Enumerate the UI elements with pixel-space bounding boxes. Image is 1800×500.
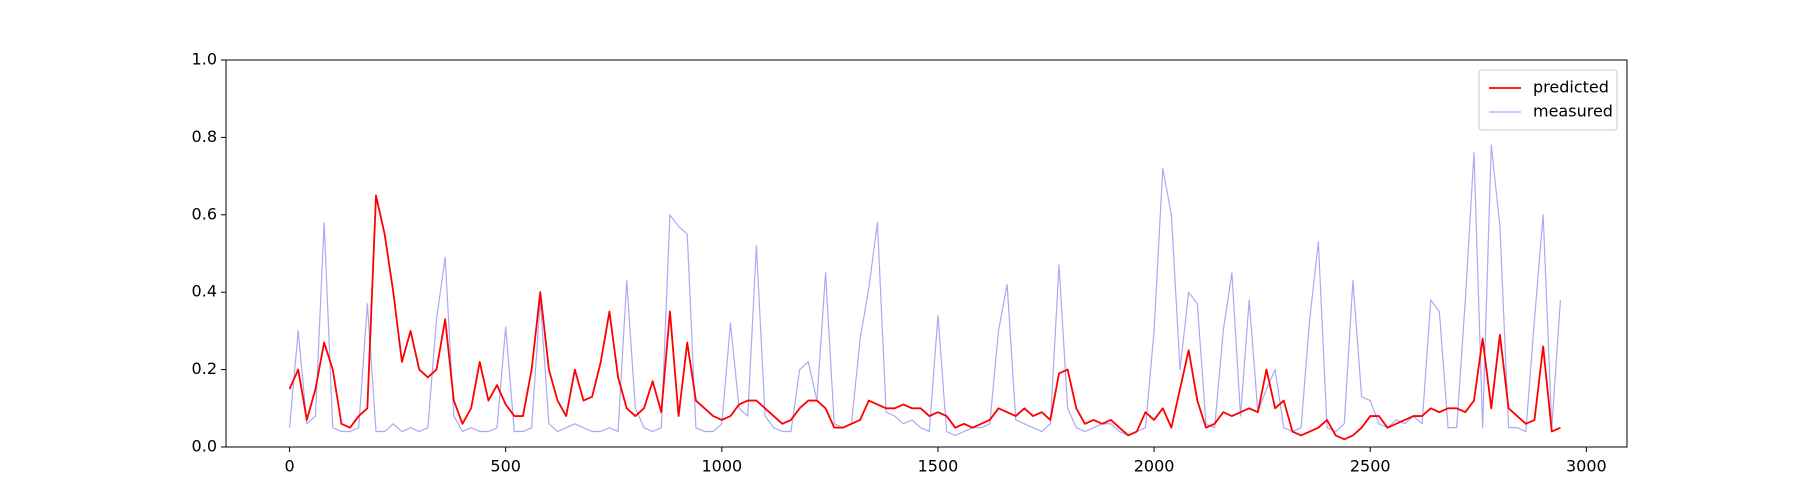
legend-box [1478, 69, 1618, 131]
y-tick-label: 0.2 [192, 359, 217, 378]
x-tick-label: 500 [490, 457, 521, 476]
axes-frame [225, 59, 1628, 448]
x-tick-label: 3000 [1566, 457, 1607, 476]
y-tick-label: 0.8 [192, 127, 217, 146]
x-tick-label: 2500 [1350, 457, 1391, 476]
series-line [288, 194, 1561, 441]
y-tick-label: 0.0 [192, 437, 217, 456]
legend: predicted measured [1478, 69, 1618, 131]
series-line [288, 144, 1562, 436]
x-tick-label: 0 [284, 457, 294, 476]
y-tick-label: 1.0 [192, 50, 217, 69]
x-tick-label: 1000 [701, 457, 742, 476]
x-tick-label: 2000 [1134, 457, 1175, 476]
y-tick-label: 0.4 [192, 282, 217, 301]
y-tick-label: 0.6 [192, 204, 217, 223]
x-tick-label: 1500 [918, 457, 959, 476]
legend-label: predicted [1533, 78, 1609, 97]
legend-label: measured [1533, 102, 1613, 121]
plot-area [288, 144, 1562, 441]
